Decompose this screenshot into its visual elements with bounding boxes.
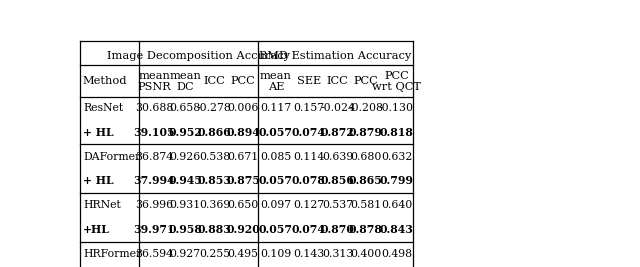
Text: 0.658: 0.658 — [170, 103, 201, 113]
Text: 0.097: 0.097 — [260, 200, 291, 210]
Text: 36.996: 36.996 — [135, 200, 173, 210]
Text: 0.639: 0.639 — [322, 152, 353, 162]
Text: 0.313: 0.313 — [322, 249, 353, 259]
Text: 0.680: 0.680 — [350, 152, 381, 162]
Text: 0.640: 0.640 — [381, 200, 412, 210]
Text: ResNet: ResNet — [83, 103, 123, 113]
Text: 0.495: 0.495 — [228, 249, 259, 259]
Text: 0.671: 0.671 — [228, 152, 259, 162]
Text: 0.369: 0.369 — [199, 200, 230, 210]
Text: 39.105: 39.105 — [134, 127, 175, 138]
Text: 0.952: 0.952 — [168, 127, 202, 138]
Text: -0.278: -0.278 — [197, 103, 232, 113]
Text: 0.538: 0.538 — [199, 152, 230, 162]
Text: 0.057: 0.057 — [259, 127, 293, 138]
Text: 0.843: 0.843 — [380, 224, 413, 235]
Text: 0.085: 0.085 — [260, 152, 292, 162]
Text: 0.498: 0.498 — [381, 249, 412, 259]
Text: 0.920: 0.920 — [227, 224, 260, 235]
Text: PCC: PCC — [353, 76, 378, 87]
Text: 0.078: 0.078 — [292, 175, 326, 186]
Text: 0.400: 0.400 — [350, 249, 381, 259]
Text: PCC: PCC — [231, 76, 255, 87]
Text: mean
PSNR: mean PSNR — [138, 70, 172, 92]
Text: 0.853: 0.853 — [197, 175, 232, 186]
Text: HRFormer: HRFormer — [83, 249, 141, 259]
Text: 0.926: 0.926 — [170, 152, 201, 162]
Text: 0.006: 0.006 — [227, 103, 259, 113]
Text: -0.130: -0.130 — [379, 103, 414, 113]
Text: 0.799: 0.799 — [380, 175, 413, 186]
Text: 0.109: 0.109 — [260, 249, 292, 259]
Text: 0.870: 0.870 — [321, 224, 355, 235]
Text: Method: Method — [83, 76, 127, 87]
Text: 0.074: 0.074 — [292, 224, 326, 235]
Text: 0.057: 0.057 — [259, 175, 293, 186]
Text: 0.818: 0.818 — [380, 127, 413, 138]
Text: 0.074: 0.074 — [292, 127, 326, 138]
Text: 0.255: 0.255 — [199, 249, 230, 259]
Text: 0.117: 0.117 — [260, 103, 292, 113]
Text: + HL: + HL — [83, 127, 114, 138]
Text: 0.650: 0.650 — [228, 200, 259, 210]
Text: 0.872: 0.872 — [321, 127, 355, 138]
Text: 0.879: 0.879 — [349, 127, 383, 138]
Text: 0.632: 0.632 — [381, 152, 412, 162]
Text: 0.866: 0.866 — [198, 127, 231, 138]
Text: 0.581: 0.581 — [350, 200, 381, 210]
Text: SEE: SEE — [297, 76, 321, 87]
Text: +HL: +HL — [83, 224, 110, 235]
Text: -0.024: -0.024 — [320, 103, 355, 113]
Text: ICC: ICC — [204, 76, 225, 87]
Text: + HL: + HL — [83, 175, 114, 186]
Text: 0.537: 0.537 — [322, 200, 353, 210]
Text: 0.958: 0.958 — [168, 224, 202, 235]
Text: mean
AE: mean AE — [260, 70, 292, 92]
Text: 0.883: 0.883 — [198, 224, 231, 235]
Text: 36.874: 36.874 — [135, 152, 173, 162]
Text: 0.875: 0.875 — [226, 175, 260, 186]
Text: BMD Estimation Accuracy: BMD Estimation Accuracy — [259, 51, 412, 61]
Text: 0.878: 0.878 — [349, 224, 383, 235]
Text: 0.114: 0.114 — [293, 152, 324, 162]
Text: mean
DC: mean DC — [169, 70, 201, 92]
Text: 0.894: 0.894 — [227, 127, 260, 138]
Text: 37.994: 37.994 — [134, 175, 175, 186]
Text: DAFormer: DAFormer — [83, 152, 140, 162]
Text: 36.594: 36.594 — [136, 249, 173, 259]
Text: 0.157: 0.157 — [293, 103, 324, 113]
Text: Image Decomposition Accuracy: Image Decomposition Accuracy — [106, 51, 289, 61]
Text: 0.865: 0.865 — [349, 175, 383, 186]
Text: 39.971: 39.971 — [134, 224, 175, 235]
Text: 30.688: 30.688 — [135, 103, 173, 113]
Text: 0.945: 0.945 — [168, 175, 202, 186]
Text: 0.856: 0.856 — [321, 175, 355, 186]
Text: HRNet: HRNet — [83, 200, 121, 210]
Text: 0.931: 0.931 — [170, 200, 201, 210]
Text: PCC
wrt QCT: PCC wrt QCT — [372, 70, 421, 92]
Text: 0.057: 0.057 — [259, 224, 293, 235]
Text: ICC: ICC — [327, 76, 349, 87]
Text: -0.208: -0.208 — [348, 103, 383, 113]
Text: 0.927: 0.927 — [170, 249, 201, 259]
Text: 0.143: 0.143 — [293, 249, 324, 259]
Text: 0.127: 0.127 — [293, 200, 324, 210]
